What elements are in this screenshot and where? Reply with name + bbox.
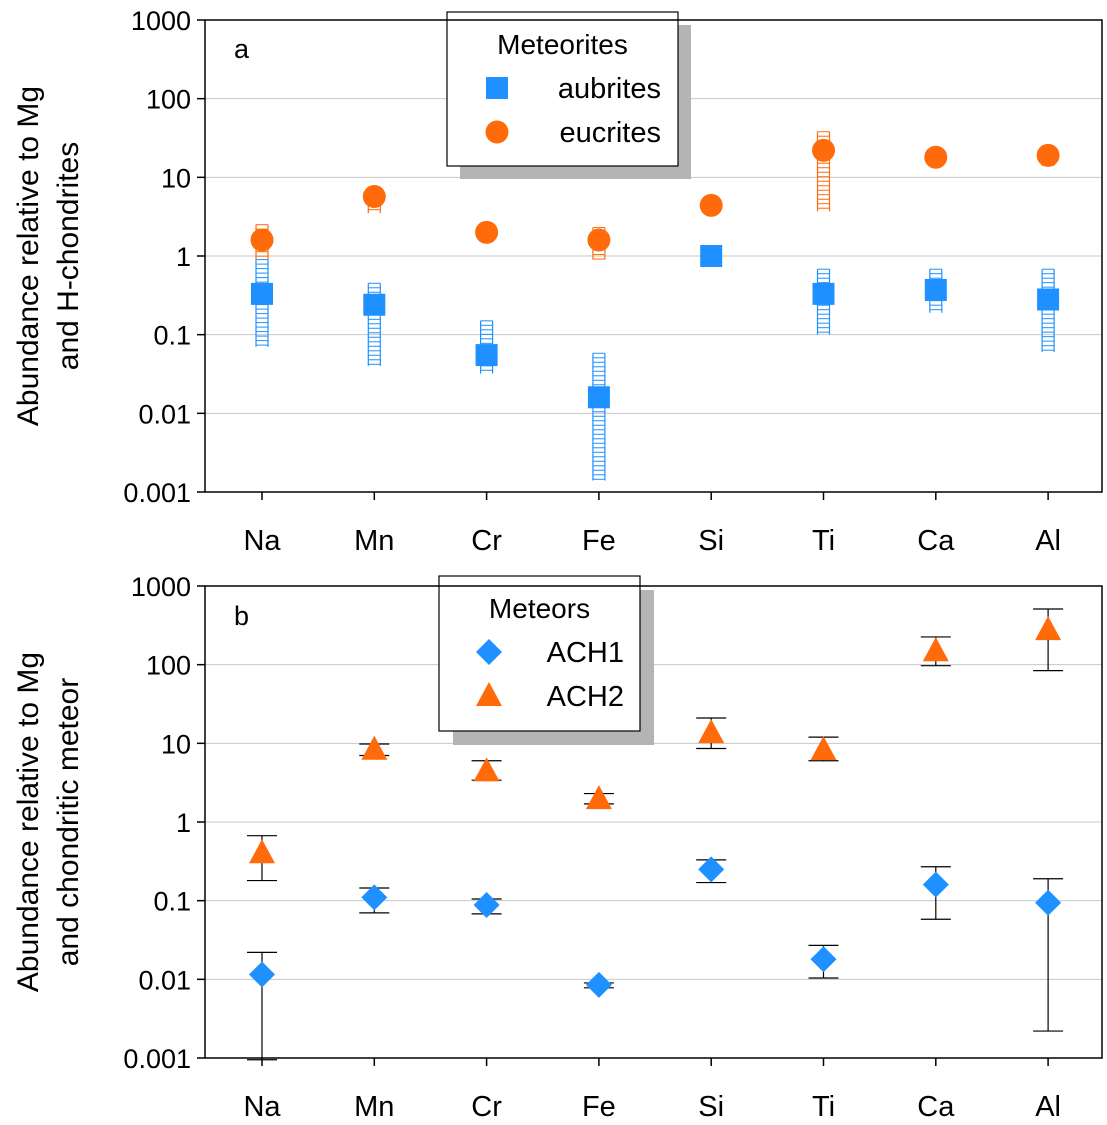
- data-point-ACH2-Si: [698, 719, 725, 744]
- legend-label: ACH1: [547, 637, 624, 669]
- y-tick-label: 10: [161, 729, 191, 759]
- legend-label: aubrites: [558, 73, 661, 105]
- legend-title: Meteors: [489, 593, 590, 624]
- error-bar: [1041, 268, 1055, 353]
- error-bar: [592, 352, 606, 481]
- data-point-ACH1-Ti: [810, 946, 837, 973]
- x-tick-label: Al: [1035, 1091, 1061, 1123]
- legend-label: ACH2: [547, 681, 624, 713]
- data-point-ACH2-Mn: [361, 735, 388, 760]
- data-point-aubrites-Na: [251, 282, 273, 305]
- y-tick-label: 0.1: [153, 887, 191, 917]
- data-point-ACH1-Si: [698, 856, 725, 883]
- x-tick-label: Na: [243, 525, 281, 557]
- y-tick-label: 0.01: [138, 965, 191, 995]
- y-axis-label: and H-chondrites: [52, 142, 85, 370]
- y-axis-label: Abundance relative to Mg: [12, 86, 45, 426]
- x-tick-label: Cr: [471, 1091, 502, 1123]
- data-point-ACH1-Fe: [585, 971, 612, 998]
- series-eucrites: [250, 131, 1060, 260]
- panel-letter: a: [234, 34, 250, 64]
- y-tick-label: 100: [146, 651, 191, 681]
- x-tick-label: Cr: [471, 525, 502, 557]
- data-point-aubrites-Fe: [587, 386, 610, 409]
- error-bar: [816, 131, 831, 212]
- y-tick-label: 1000: [131, 6, 191, 36]
- data-point-ACH2-Cr: [473, 757, 500, 782]
- x-tick-label: Si: [698, 525, 724, 557]
- y-tick-label: 0.001: [123, 1044, 191, 1074]
- x-tick-label: Ti: [812, 525, 835, 557]
- y-axis-label: and chondritic meteor: [52, 678, 85, 967]
- data-point-eucrites-Na: [250, 228, 274, 252]
- y-tick-label: 1: [176, 242, 191, 272]
- series-aubrites: [251, 245, 1060, 481]
- panel-letter: b: [234, 601, 249, 631]
- legend: Meteors ACH1 ACH2: [438, 575, 654, 745]
- panel-a: Meteorites aubrites eucrites 0.001 0.01 0.1 1 1…: [12, 6, 1103, 557]
- legend-marker-ACH1: [476, 639, 502, 665]
- x-tick-label: Mn: [354, 525, 394, 557]
- data-point-ACH1-Cr: [473, 892, 500, 919]
- legend: Meteorites aubrites eucrites: [446, 11, 691, 179]
- x-tick-label: Na: [243, 1091, 281, 1123]
- data-point-aubrites-Ti: [812, 282, 835, 305]
- series-ACH2: [247, 608, 1064, 882]
- data-point-ACH2-Al: [1035, 616, 1062, 641]
- panel-b: Meteors ACH1 ACH2 0.001 0.01 0.1 1 10 100 1000 Na M…: [12, 572, 1103, 1123]
- data-point-ACH1-Ca: [922, 871, 949, 898]
- data-point-eucrites-Fe: [587, 228, 611, 252]
- data-point-eucrites-Cr: [475, 220, 499, 244]
- data-point-ACH2-Fe: [585, 785, 612, 810]
- legend-marker-ACH2: [476, 682, 502, 706]
- x-tick-label: Ti: [812, 1091, 835, 1123]
- x-tick-label: Ca: [917, 1091, 955, 1123]
- data-point-aubrites-Ca: [924, 278, 947, 301]
- y-tick-label: 1: [176, 808, 191, 838]
- data-point-eucrites-Si: [699, 193, 723, 217]
- x-tick-label: Fe: [582, 525, 616, 557]
- y-tick-label: 0.1: [153, 321, 191, 351]
- data-point-ACH1-Mn: [361, 884, 388, 911]
- x-tick-label: Ca: [917, 525, 955, 557]
- x-tick-label: Si: [698, 1091, 724, 1123]
- data-point-aubrites-Si: [700, 245, 723, 267]
- x-tick-label: Fe: [582, 1091, 616, 1123]
- data-point-ACH1-Al: [1035, 889, 1062, 916]
- y-tick-label: 0.001: [123, 478, 191, 508]
- data-point-ACH2-Ca: [922, 637, 949, 662]
- data-point-eucrites-Ti: [812, 138, 835, 162]
- data-point-eucrites-Al: [1036, 143, 1060, 167]
- data-point-ACH2-Ti: [810, 736, 837, 761]
- data-point-aubrites-Cr: [475, 344, 498, 367]
- legend-marker-eucrites: [485, 120, 509, 144]
- data-point-ACH2-Na: [249, 839, 275, 864]
- legend-box: [446, 11, 679, 167]
- y-axis-label: Abundance relative to Mg: [12, 652, 45, 992]
- data-point-eucrites-Ca: [924, 145, 948, 169]
- x-tick-label: Mn: [354, 1091, 394, 1123]
- y-tick-label: 0.01: [138, 399, 191, 429]
- legend-title: Meteorites: [497, 29, 628, 60]
- data-point-aubrites-Al: [1037, 288, 1060, 311]
- legend-box: [438, 575, 641, 732]
- y-tick-label: 100: [146, 85, 191, 115]
- data-point-eucrites-Mn: [362, 185, 386, 209]
- y-tick-label: 10: [161, 163, 191, 193]
- legend-label: eucrites: [559, 117, 661, 149]
- data-point-aubrites-Mn: [363, 293, 386, 316]
- legend-marker-aubrites: [486, 77, 508, 99]
- y-tick-label: 1000: [131, 572, 191, 602]
- x-tick-label: Al: [1035, 525, 1061, 557]
- series-ACH1: [247, 856, 1064, 1061]
- data-point-ACH1-Na: [249, 961, 275, 988]
